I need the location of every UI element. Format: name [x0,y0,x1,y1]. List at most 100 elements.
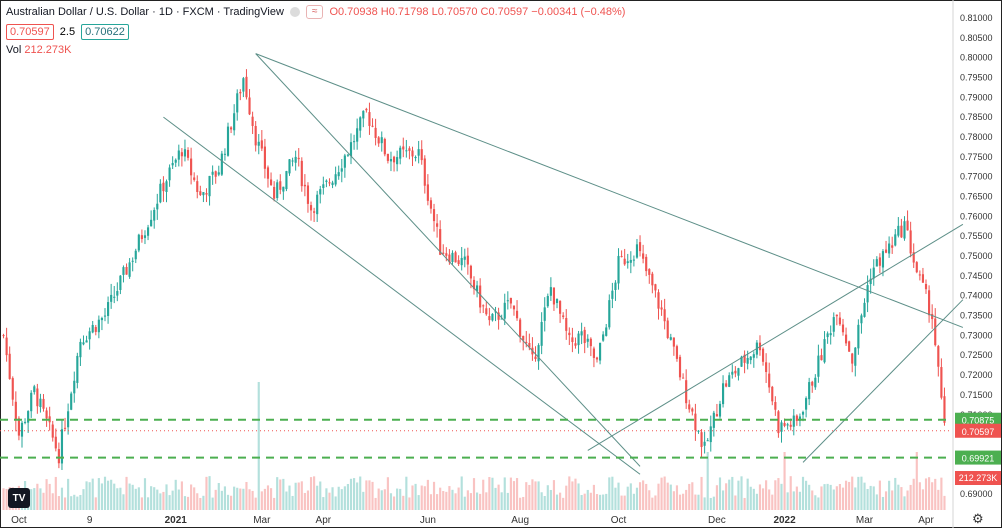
volume-bar [909,484,912,510]
volume-bar [820,486,823,510]
x-tick-label: Dec [708,515,726,526]
y-tick-label: 0.76500 [960,192,993,202]
volume-bar [829,484,832,510]
volume-bar [771,494,774,510]
volume-bar [814,495,817,510]
volume-bar [700,476,703,510]
candle-body [657,292,660,309]
y-tick-label: 0.79000 [960,92,993,102]
volume-bar [635,487,639,510]
candle-body [429,200,433,209]
candle-body [786,424,789,426]
candle-body [537,345,540,362]
volume-bar [725,483,728,510]
candle-body [909,230,912,254]
candles [2,69,946,470]
candle-body [783,423,786,426]
volume-bar [746,478,749,510]
candle-body [128,262,131,277]
candle-body [174,159,177,163]
symbol-title[interactable]: Australian Dollar / U.S. Dollar · 1D · F… [6,6,284,18]
volume-bar [555,494,559,510]
candle-body [42,398,45,409]
candle-body [454,252,457,263]
volume-bar [269,488,273,510]
candle-body [697,430,700,432]
volume-bar [137,487,140,510]
candle-body [180,152,183,157]
volume-bar [217,483,220,510]
volume-bar [780,483,783,510]
gear-icon[interactable]: ⚙ [972,511,984,526]
volume-bar [359,476,362,510]
volume-bar [657,483,660,510]
volume-bar [817,497,820,510]
candle-body [789,424,792,427]
volume-price-label: 212.273K [959,473,998,483]
candle-body [669,337,672,340]
candle-body [432,209,436,222]
volume-bar [666,482,669,510]
candle-body [11,378,14,400]
buy-price-box[interactable]: 0.70622 [81,24,129,40]
volume-bar [177,489,180,510]
volume-bar [848,481,851,510]
candle-body [399,147,402,159]
candle-body [328,182,331,184]
volume-bar [801,476,805,510]
trendline [163,116,641,475]
candle-body [356,128,359,142]
volume-bar [334,496,337,510]
candle-body [820,355,823,361]
candle-body [374,127,377,138]
candle-body [482,305,485,307]
last-price-box [955,423,1001,438]
y-tick-label: 0.77500 [960,152,993,162]
candle-body [186,149,190,158]
candle-body [368,112,371,126]
volume-bar [42,492,45,510]
candle-body [254,125,257,146]
candle-body [512,305,516,310]
candle-body [626,261,629,264]
volume-bar [623,495,626,510]
candle-body [162,182,165,192]
volume-bar [405,476,408,510]
volume-bar [33,488,36,510]
trendline [802,299,964,463]
volume-bar [411,485,414,510]
support-label-box [955,412,1001,427]
candle-body [85,340,88,343]
volume-bar [805,480,808,510]
volume-bar [768,489,771,510]
volume-bar [860,476,863,510]
volume-bar [580,495,583,510]
volume-bar [503,477,506,510]
y-tick-label: 0.80000 [960,53,993,63]
volume-bar [620,495,623,510]
candle-body [543,307,546,321]
candle-body [506,300,509,302]
volume-bar [368,480,371,510]
volume-bar [463,496,466,510]
volume-bar [934,478,937,510]
x-tick-label: Apr [918,515,934,526]
candle-body [534,356,537,359]
volume-bar [374,497,377,510]
volume-bar [300,481,303,510]
candle-body [91,324,94,333]
compare-badge[interactable]: ≈ [305,5,324,19]
candle-body [706,440,709,442]
candle-body [638,242,642,252]
volume-bars [2,382,946,510]
candle-body [888,243,891,254]
volume-bar [199,497,202,510]
tradingview-logo[interactable]: TV [8,488,30,508]
candle-body [100,318,104,321]
volume-bar [70,496,73,510]
volume-bar [755,493,758,510]
candle-body [245,76,248,98]
sell-price-box[interactable]: 0.70597 [6,24,54,40]
volume-bar [758,484,762,510]
